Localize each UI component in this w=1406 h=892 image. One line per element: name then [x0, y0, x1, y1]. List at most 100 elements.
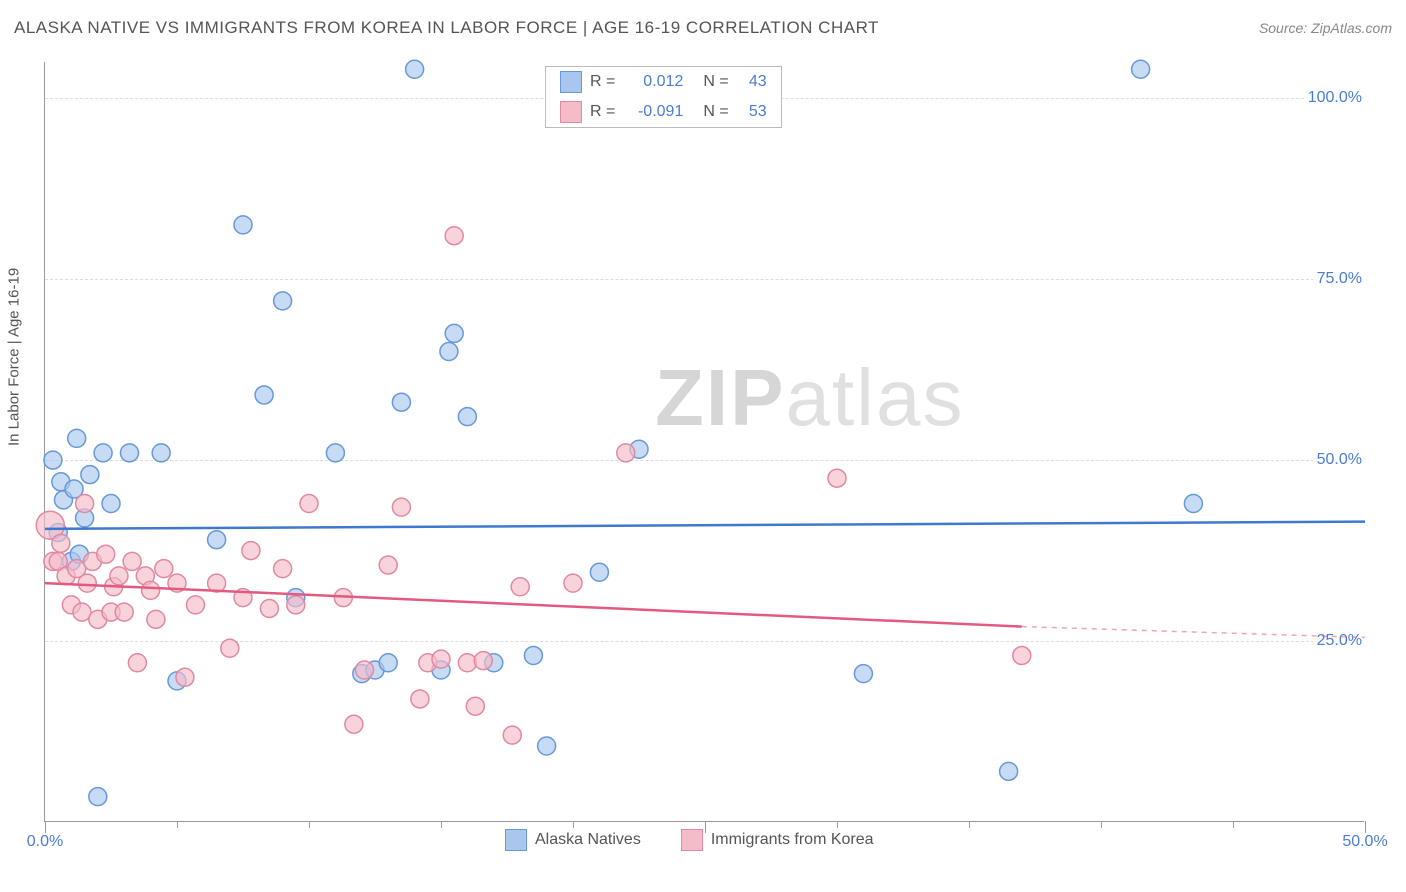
scatter-point-korea — [186, 596, 204, 614]
trend-line-dash-korea — [1022, 627, 1365, 638]
r-label: R = — [590, 73, 615, 91]
n-value: 53 — [737, 103, 767, 121]
scatter-point-alaska — [81, 466, 99, 484]
scatter-point-alaska — [234, 216, 252, 234]
scatter-point-alaska — [44, 451, 62, 469]
scatter-point-korea — [474, 652, 492, 670]
scatter-point-alaska — [102, 495, 120, 513]
source-attribution: Source: ZipAtlas.com — [1259, 20, 1392, 36]
plot-area: 25.0%50.0%75.0%100.0% ZIPatlas R =0.012N… — [44, 62, 1364, 822]
scatter-point-korea — [564, 574, 582, 592]
scatter-point-korea — [52, 534, 70, 552]
scatter-point-korea — [828, 469, 846, 487]
r-value: -0.091 — [623, 103, 683, 121]
n-label: N = — [703, 73, 728, 91]
scatter-point-alaska — [255, 386, 273, 404]
legend-stats-row-korea: R = -0.091 N = 53 — [546, 97, 781, 127]
legend-item-alaska: Alaska Natives — [505, 829, 641, 851]
scatter-point-alaska — [406, 60, 424, 78]
scatter-point-alaska — [1132, 60, 1150, 78]
scatter-point-korea — [345, 715, 363, 733]
scatter-point-korea — [392, 498, 410, 516]
legend-swatch-alaska — [505, 829, 527, 851]
scatter-point-korea — [142, 581, 160, 599]
trend-line-alaska — [45, 522, 1365, 529]
scatter-point-alaska — [68, 429, 86, 447]
scatter-point-korea — [503, 726, 521, 744]
scatter-point-alaska — [274, 292, 292, 310]
scatter-point-alaska — [458, 408, 476, 426]
r-label: R = — [590, 103, 615, 121]
scatter-point-korea — [432, 650, 450, 668]
scatter-point-korea — [260, 599, 278, 617]
x-tick-minor — [969, 821, 970, 828]
scatter-point-korea — [511, 578, 529, 596]
legend-swatch-korea — [681, 829, 703, 851]
scatter-point-alaska — [152, 444, 170, 462]
x-tick-label: 0.0% — [27, 833, 63, 851]
correlation-legend: R = 0.012 N = 43 R = -0.091 N = 53 — [545, 66, 782, 128]
scatter-point-korea — [147, 610, 165, 628]
scatter-point-alaska — [590, 563, 608, 581]
x-tick-label: 50.0% — [1342, 833, 1387, 851]
scatter-point-korea — [379, 556, 397, 574]
title-bar: ALASKA NATIVE VS IMMIGRANTS FROM KOREA I… — [14, 18, 1392, 38]
scatter-point-korea — [115, 603, 133, 621]
scatter-point-alaska — [445, 324, 463, 342]
scatter-point-alaska — [440, 343, 458, 361]
legend-stats-row-alaska: R = 0.012 N = 43 — [546, 67, 781, 97]
scatter-point-alaska — [326, 444, 344, 462]
scatter-point-korea — [128, 654, 146, 672]
scatter-point-korea — [466, 697, 484, 715]
scatter-point-korea — [1013, 647, 1031, 665]
scatter-point-korea — [445, 227, 463, 245]
legend-label: Immigrants from Korea — [711, 831, 874, 849]
legend-swatch-korea — [560, 101, 582, 123]
x-tick-major — [45, 821, 46, 833]
scatter-point-korea — [221, 639, 239, 657]
series-legend: Alaska Natives Immigrants from Korea — [505, 829, 874, 851]
scatter-point-alaska — [1000, 762, 1018, 780]
x-tick-major — [1365, 821, 1366, 833]
scatter-point-korea — [78, 574, 96, 592]
scatter-point-alaska — [208, 531, 226, 549]
scatter-point-alaska — [379, 654, 397, 672]
scatter-point-korea — [123, 552, 141, 570]
x-tick-minor — [1101, 821, 1102, 828]
scatter-point-korea — [242, 542, 260, 560]
scatter-point-korea — [458, 654, 476, 672]
x-tick-minor — [309, 821, 310, 828]
x-tick-minor — [441, 821, 442, 828]
scatter-point-alaska — [94, 444, 112, 462]
scatter-point-alaska — [524, 647, 542, 665]
scatter-point-alaska — [1184, 495, 1202, 513]
scatter-point-alaska — [854, 665, 872, 683]
legend-swatch-alaska — [560, 71, 582, 93]
scatter-point-korea — [176, 668, 194, 686]
scatter-point-korea — [274, 560, 292, 578]
y-axis-label: In Labor Force | Age 16-19 — [6, 268, 23, 446]
x-tick-major — [705, 821, 706, 833]
scatter-point-alaska — [89, 788, 107, 806]
scatter-point-korea — [110, 567, 128, 585]
scatter-point-korea — [411, 690, 429, 708]
scatter-point-korea — [300, 495, 318, 513]
scatter-point-alaska — [538, 737, 556, 755]
legend-label: Alaska Natives — [535, 831, 641, 849]
x-tick-minor — [837, 821, 838, 828]
r-value: 0.012 — [623, 73, 683, 91]
scatter-point-korea — [287, 596, 305, 614]
scatter-point-korea — [155, 560, 173, 578]
scatter-point-alaska — [392, 393, 410, 411]
scatter-svg — [45, 62, 1364, 821]
chart-title: ALASKA NATIVE VS IMMIGRANTS FROM KOREA I… — [14, 18, 879, 38]
scatter-point-korea — [617, 444, 635, 462]
scatter-point-alaska — [120, 444, 138, 462]
x-tick-minor — [1233, 821, 1234, 828]
n-value: 43 — [737, 73, 767, 91]
scatter-point-korea — [97, 545, 115, 563]
x-tick-minor — [177, 821, 178, 828]
scatter-point-korea — [355, 661, 373, 679]
legend-item-korea: Immigrants from Korea — [681, 829, 874, 851]
n-label: N = — [703, 103, 728, 121]
